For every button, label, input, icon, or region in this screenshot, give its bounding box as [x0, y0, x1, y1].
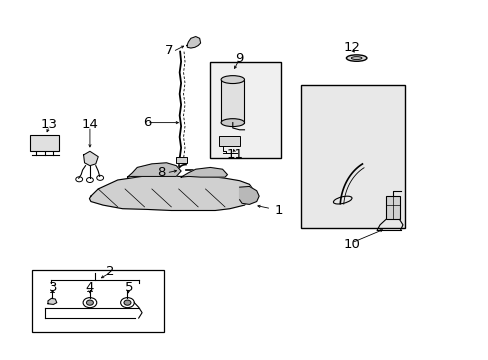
- Text: 14: 14: [81, 118, 98, 131]
- Bar: [30, 135, 59, 151]
- Text: 4: 4: [85, 281, 94, 294]
- Bar: [221, 80, 244, 123]
- Bar: [300, 85, 405, 228]
- Polygon shape: [239, 186, 259, 204]
- Ellipse shape: [221, 76, 244, 84]
- Text: 9: 9: [235, 51, 244, 64]
- Bar: [32, 270, 163, 332]
- Ellipse shape: [350, 57, 361, 59]
- Polygon shape: [127, 163, 181, 177]
- Bar: [385, 196, 399, 220]
- Text: 5: 5: [124, 281, 133, 294]
- Text: 6: 6: [142, 116, 151, 129]
- Ellipse shape: [346, 55, 366, 61]
- Polygon shape: [89, 176, 254, 211]
- Text: 8: 8: [157, 166, 165, 179]
- Text: 10: 10: [343, 238, 360, 251]
- Text: 13: 13: [41, 118, 58, 131]
- Text: 2: 2: [106, 265, 114, 278]
- Text: 7: 7: [164, 44, 173, 57]
- Text: 11: 11: [226, 148, 243, 161]
- Text: 12: 12: [343, 41, 360, 54]
- Polygon shape: [83, 151, 98, 166]
- Polygon shape: [186, 37, 200, 48]
- Polygon shape: [48, 298, 57, 305]
- Ellipse shape: [221, 119, 244, 127]
- Bar: [176, 157, 186, 163]
- Text: 1: 1: [274, 204, 282, 217]
- Circle shape: [124, 300, 131, 305]
- Bar: [219, 136, 239, 146]
- Bar: [210, 62, 281, 158]
- Text: 3: 3: [48, 281, 57, 294]
- Polygon shape: [181, 167, 227, 177]
- Circle shape: [86, 300, 93, 305]
